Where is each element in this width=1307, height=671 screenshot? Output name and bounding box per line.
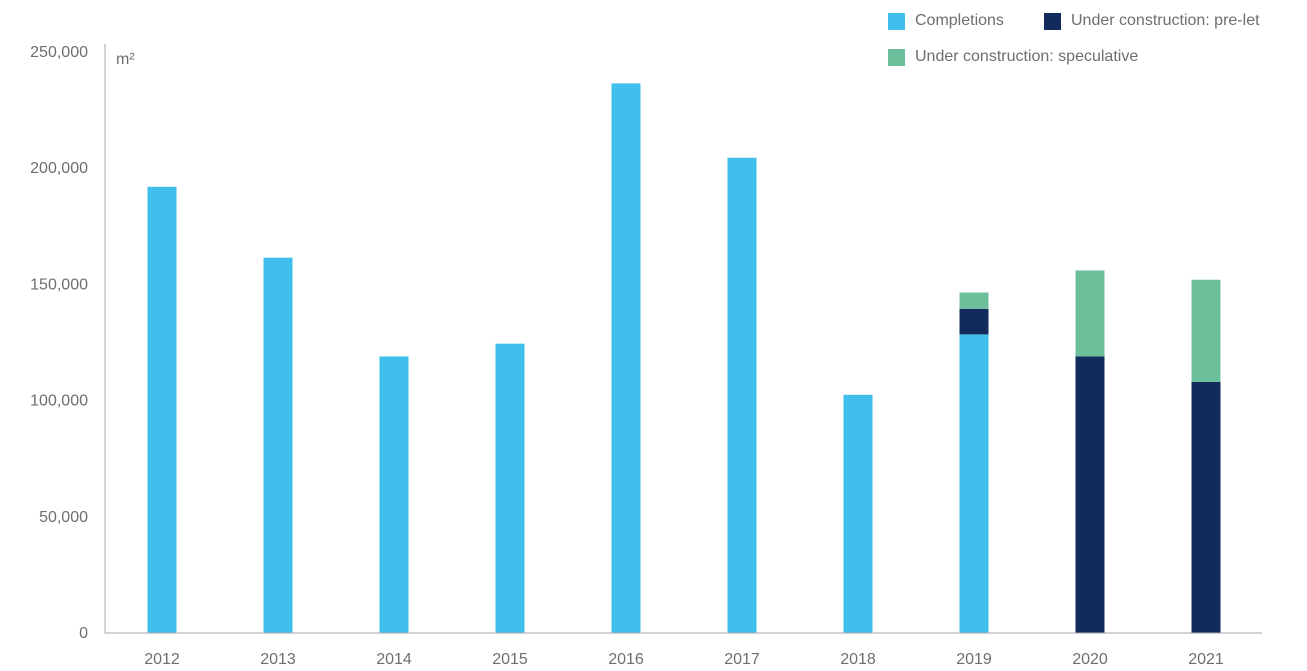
x-tick-label: 2021	[1188, 651, 1224, 668]
x-tick-label: 2012	[144, 651, 180, 668]
x-tick-labels: 2012 2013 2014 2015 2016 2017 2018 2019 2020 2021	[144, 651, 1224, 668]
x-tick-label: 2013	[260, 651, 296, 668]
x-tick-label: 2018	[840, 651, 876, 668]
bar-completions-2012	[147, 186, 177, 634]
bar-completions-2015	[495, 343, 525, 633]
legend-label-pre-let: Under construction: pre-let	[1071, 12, 1260, 29]
bar-completions-2017	[727, 157, 757, 633]
y-tick-label: 0	[79, 625, 88, 642]
bar-completions-2014	[379, 356, 409, 633]
bar-completions-2019	[959, 334, 989, 633]
legend-swatch-completions	[888, 12, 905, 30]
x-tick-label: 2019	[956, 651, 992, 668]
y-tick-label: 150,000	[30, 276, 88, 293]
x-tick-label: 2017	[724, 651, 760, 668]
y-tick-label: 250,000	[30, 44, 88, 61]
y-tick-label: 50,000	[39, 509, 88, 526]
legend-label-completions: Completions	[915, 12, 1004, 29]
bar-under-construction-pre-let-2020	[1075, 356, 1105, 633]
legend-label-speculative: Under construction: speculative	[915, 48, 1139, 65]
bar-completions-2018	[843, 394, 873, 633]
bars-group	[147, 83, 1221, 634]
bar-completions-2016	[611, 83, 641, 633]
legend-swatch-pre-let	[1044, 12, 1061, 30]
y-tick-label: 100,000	[30, 393, 88, 410]
bar-completions-2013	[263, 257, 293, 633]
bar-under-construction-speculative-2019	[959, 292, 989, 309]
bar-under-construction-pre-let-2019	[959, 308, 989, 335]
x-tick-label: 2020	[1072, 651, 1108, 668]
bar-under-construction-speculative-2020	[1075, 270, 1105, 357]
x-tick-label: 2015	[492, 651, 528, 668]
legend-swatch-speculative	[888, 48, 905, 66]
legend-item-pre-let: Under construction: pre-let	[1044, 12, 1260, 30]
y-axis-unit: m²	[116, 51, 135, 68]
bar-under-construction-pre-let-2021	[1191, 382, 1221, 633]
bar-under-construction-speculative-2021	[1191, 279, 1221, 383]
x-tick-label: 2016	[608, 651, 644, 668]
x-tick-label: 2014	[376, 651, 412, 668]
legend-item-completions: Completions	[888, 12, 1004, 30]
legend-item-speculative: Under construction: speculative	[888, 48, 1138, 66]
y-tick-labels: 0 50,000 100,000 150,000 200,000 250,000	[30, 44, 88, 642]
y-tick-label: 200,000	[30, 160, 88, 177]
